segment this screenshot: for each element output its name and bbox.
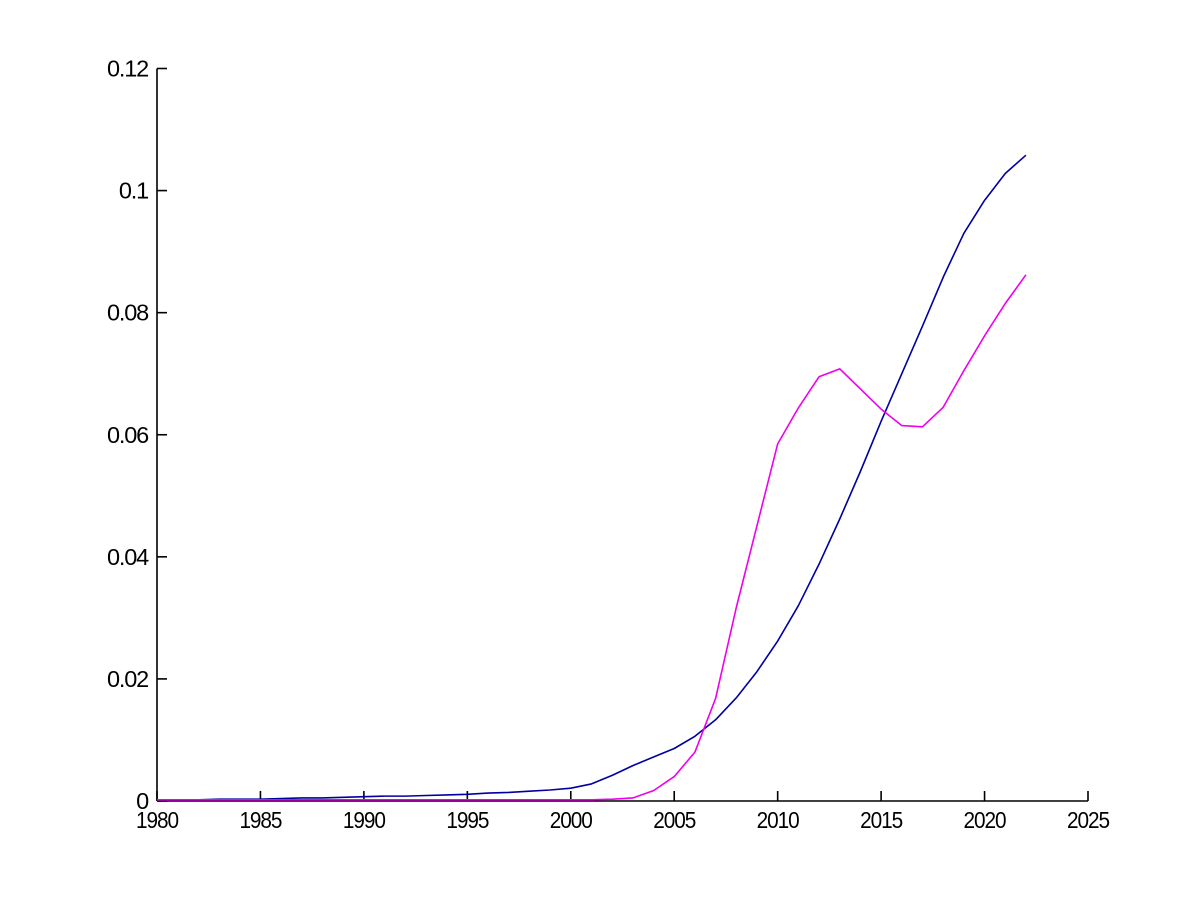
x-tick-label: 1990 [343,807,386,833]
x-tick-label: 1980 [136,807,179,833]
y-tick-label: 0.06 [107,422,149,448]
blue-line [157,154,1027,801]
x-tick-label: 2015 [860,807,903,833]
magenta-line [157,274,1027,801]
x-tick-label: 1985 [239,807,282,833]
y-tick-label: 0 [136,788,149,814]
y-tick-label: 0.02 [107,666,148,692]
x-tick-label: 2000 [550,807,593,833]
x-tick-label: 2010 [757,807,800,833]
x-tick-label: 2005 [653,807,696,833]
y-tick-label: 0.1 [119,178,148,204]
y-tick-label: 0.04 [107,544,149,570]
x-tick-label: 1995 [446,807,489,833]
x-tick-label: 2025 [1067,807,1110,833]
y-tick-label: 0.12 [107,56,148,82]
x-tick-label: 2020 [964,807,1007,833]
y-tick-label: 0.08 [107,300,149,326]
